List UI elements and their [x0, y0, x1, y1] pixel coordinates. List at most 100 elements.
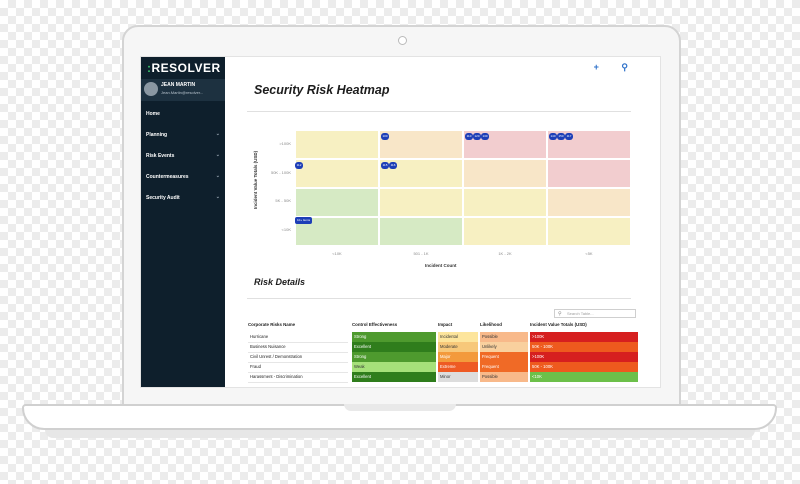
risk-bubble[interactable]: 120	[473, 133, 481, 140]
chevron-down-icon: ⌄	[215, 173, 220, 179]
table-row[interactable]: Business Nuisance Excellent Moderate Unlike…	[248, 342, 638, 352]
heatmap-cell[interactable]	[547, 159, 631, 188]
brand-logo[interactable]: :RESOLVER	[147, 61, 221, 77]
heatmap-cell[interactable]	[463, 159, 547, 188]
heatmap-x-axis-label: Incident Count	[425, 263, 457, 268]
table-cell-likelihood: Frequent	[480, 352, 528, 362]
risk-bubble[interactable]: 117	[565, 133, 573, 140]
table-row[interactable]: Hurricane Strong Incidental Possible >100K	[248, 332, 638, 342]
table-cell-impact: Extreme	[438, 362, 478, 372]
y-tick: 50K - 100K	[270, 170, 291, 175]
heatmap-cell[interactable]	[379, 130, 463, 159]
sidebar-item-label: Risk Events	[146, 153, 175, 159]
heatmap-cell[interactable]	[295, 217, 379, 246]
heatmap-cell[interactable]	[463, 188, 547, 217]
heatmap-cell[interactable]	[547, 217, 631, 246]
toolbar: + ⚲	[574, 62, 628, 73]
x-tick: <10K	[332, 251, 342, 256]
row-divider	[248, 341, 348, 342]
table-cell-likelihood: Possible	[480, 332, 528, 342]
table-cell-control: Excellent	[352, 372, 436, 382]
table-cell-impact: Moderate	[438, 342, 478, 352]
divider	[247, 298, 631, 299]
table-cell-impact: Incidental	[438, 332, 478, 342]
row-divider	[248, 371, 348, 372]
camera-icon	[398, 36, 407, 45]
table-cell-control: Weak	[352, 362, 436, 372]
row-divider	[248, 361, 348, 362]
risk-details-title: Risk Details	[254, 277, 306, 287]
laptop-shadow	[45, 430, 755, 438]
chevron-down-icon: ⌄	[215, 152, 220, 158]
table-cell-value: >100K	[530, 352, 638, 362]
sidebar-item-security-audit[interactable]: Security Audit ⌄	[141, 189, 225, 207]
table-search-input[interactable]: ⚲ Search Table...	[554, 309, 636, 318]
avatar	[144, 82, 158, 96]
app-screen: :RESOLVER JEAN MARTIN Jean.Martin@resolv…	[140, 56, 661, 388]
table-cell-name: Business Nuisance	[250, 344, 286, 349]
chevron-down-icon: ⌄	[215, 194, 220, 200]
table-cell-likelihood: Possible	[480, 372, 528, 382]
search-icon[interactable]: ⚲	[621, 62, 628, 72]
y-tick: 5K - 50K	[275, 198, 291, 203]
table-row[interactable]: Harassment - Discrimination Excellent Mino…	[248, 372, 638, 382]
table-cell-value: 50K - 100K	[530, 362, 638, 372]
sidebar-item-planning[interactable]: Planning ⌄	[141, 126, 225, 144]
column-header[interactable]: Impact	[438, 322, 453, 327]
sidebar-item-home[interactable]: Home	[141, 105, 225, 123]
risk-bubble[interactable]: 100	[381, 133, 389, 140]
chevron-down-icon: ⌄	[215, 131, 220, 137]
table-cell-value: >100K	[530, 332, 638, 342]
risk-bubble[interactable]: 140	[549, 133, 557, 140]
risk-bubble[interactable]: 112	[295, 162, 303, 169]
user-profile[interactable]: JEAN MARTIN Jean.Martin@resolver...	[141, 79, 225, 101]
table-cell-name: Civil Unrest / Demonstration	[250, 354, 303, 359]
column-header[interactable]: Incident Value Totals (USD)	[530, 322, 587, 327]
sidebar-item-label: Planning	[146, 132, 168, 138]
x-tick: <5K	[585, 251, 593, 256]
divider	[247, 111, 631, 112]
table-cell-value: 50K - 100K	[530, 342, 638, 352]
table-row[interactable]: Civil Unrest / Demonstration Strong Major F…	[248, 352, 638, 362]
sidebar-item-risk-events[interactable]: Risk Events ⌄	[141, 147, 225, 165]
risk-bubble-group[interactable]: 10+ items	[295, 217, 313, 224]
heatmap-cell[interactable]	[295, 159, 379, 188]
page-title: Security Risk Heatmap	[254, 83, 390, 97]
heatmap-cell[interactable]	[463, 217, 547, 246]
heatmap-cell[interactable]	[379, 217, 463, 246]
laptop-notch	[344, 404, 456, 411]
table-cell-control: Strong	[352, 352, 436, 362]
heatmap-cell[interactable]	[379, 188, 463, 217]
risk-bubble[interactable]: 116	[389, 162, 397, 169]
x-tick: 501 - 1K	[413, 251, 429, 256]
column-header[interactable]: Likelihood	[480, 322, 502, 327]
search-placeholder: Search Table...	[567, 311, 594, 316]
y-tick: >100K	[279, 141, 291, 146]
sidebar-item-label: Countermeasures	[146, 174, 189, 180]
table-cell-impact: Minor	[438, 372, 478, 382]
table-cell-value: <10K	[530, 372, 638, 382]
user-email: Jean.Martin@resolver...	[161, 90, 204, 95]
user-name: JEAN MARTIN	[161, 82, 196, 88]
column-header[interactable]: Control Effectiveness	[352, 322, 398, 327]
heatmap-cell[interactable]	[295, 188, 379, 217]
table-cell-control: Strong	[352, 332, 436, 342]
brand-name: RESOLVER	[151, 61, 221, 75]
table-cell-impact: Major	[438, 352, 478, 362]
sidebar-item-countermeasures[interactable]: Countermeasures ⌄	[141, 168, 225, 186]
table-row[interactable]: Fraud Weak Extreme Frequent 50K - 100K	[248, 362, 638, 372]
table-cell-name: Hurricane	[250, 334, 269, 339]
brand-colon: :	[147, 61, 152, 75]
table-cell-likelihood: Frequent	[480, 362, 528, 372]
risk-bubble[interactable]: 150	[557, 133, 565, 140]
sidebar: :RESOLVER JEAN MARTIN Jean.Martin@resolv…	[141, 57, 225, 387]
row-divider	[248, 351, 348, 352]
column-header[interactable]: Corporate Risks Name	[248, 322, 296, 327]
search-icon: ⚲	[558, 311, 562, 317]
add-icon[interactable]: +	[593, 62, 599, 72]
risk-bubble[interactable]: 110	[465, 133, 473, 140]
risk-bubble[interactable]: 130	[481, 133, 489, 140]
heatmap-cell[interactable]	[547, 188, 631, 217]
risk-bubble[interactable]: 115	[381, 162, 389, 169]
heatmap-cell[interactable]	[295, 130, 379, 159]
